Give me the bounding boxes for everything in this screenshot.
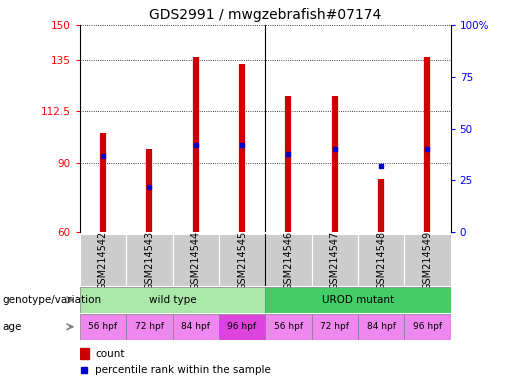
Text: percentile rank within the sample: percentile rank within the sample [95, 365, 271, 375]
Text: GSM214542: GSM214542 [98, 230, 108, 290]
Text: 84 hpf: 84 hpf [181, 322, 210, 331]
Text: GSM214543: GSM214543 [144, 231, 154, 290]
Bar [126, 314, 173, 340]
Text: GSM214545: GSM214545 [237, 230, 247, 290]
Title: GDS2991 / mwgzebrafish#07174: GDS2991 / mwgzebrafish#07174 [149, 8, 381, 22]
Bar [265, 314, 312, 340]
Text: UROD mutant: UROD mutant [322, 295, 394, 305]
Text: GSM214544: GSM214544 [191, 231, 201, 290]
Bar [312, 314, 358, 340]
Text: GSM214547: GSM214547 [330, 230, 340, 290]
Bar [358, 234, 404, 286]
Bar [80, 314, 126, 340]
Bar [80, 348, 89, 359]
Bar [312, 234, 358, 286]
Text: 96 hpf: 96 hpf [413, 322, 442, 331]
Bar [80, 287, 265, 313]
Bar [126, 234, 173, 286]
Bar [265, 287, 451, 313]
Text: 96 hpf: 96 hpf [228, 322, 256, 331]
Bar [173, 234, 219, 286]
Bar [173, 314, 219, 340]
Text: GSM214549: GSM214549 [422, 231, 433, 290]
Text: count: count [95, 349, 125, 359]
Text: 56 hpf: 56 hpf [89, 322, 117, 331]
Text: genotype/variation: genotype/variation [3, 295, 101, 305]
Text: GSM214546: GSM214546 [283, 231, 294, 290]
Text: 72 hpf: 72 hpf [320, 322, 349, 331]
Bar [219, 234, 265, 286]
Bar [80, 234, 126, 286]
Bar [219, 314, 265, 340]
Bar [265, 234, 312, 286]
Bar [404, 234, 451, 286]
Text: wild type: wild type [149, 295, 196, 305]
Bar [358, 314, 404, 340]
Text: 72 hpf: 72 hpf [135, 322, 164, 331]
Text: GSM214548: GSM214548 [376, 231, 386, 290]
Bar [404, 314, 451, 340]
Text: age: age [3, 322, 22, 332]
Text: 56 hpf: 56 hpf [274, 322, 303, 331]
Text: 84 hpf: 84 hpf [367, 322, 396, 331]
